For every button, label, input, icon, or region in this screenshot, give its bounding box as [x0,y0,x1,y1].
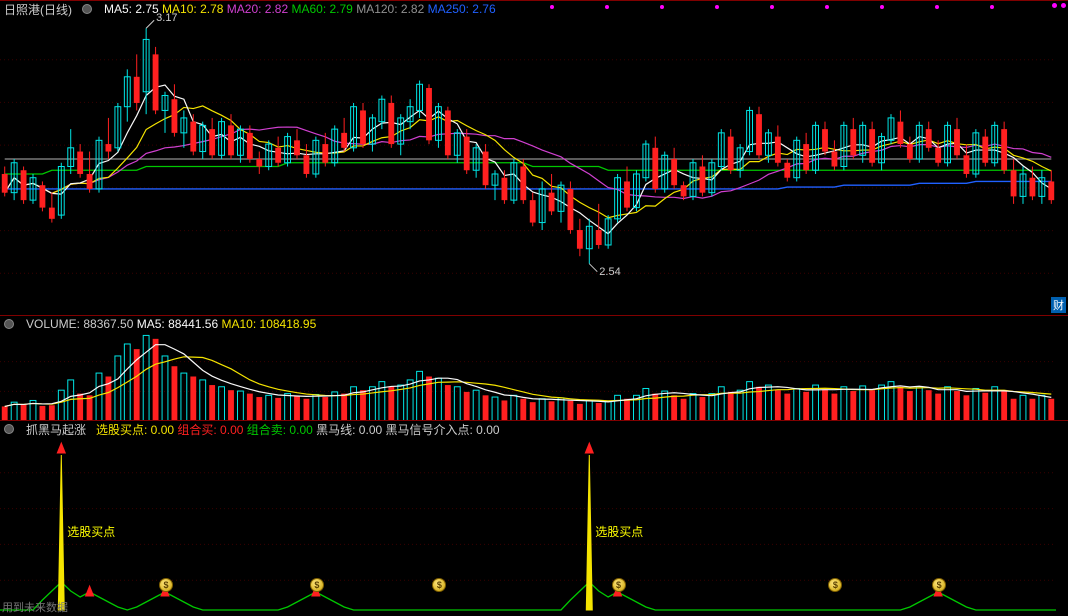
indicator-toggle-icon[interactable] [4,319,14,329]
coin-icon [159,578,171,592]
signal-chart-area[interactable]: 选股买点 选股买点 [0,437,1056,615]
footer-note: 用到未来数据 [2,599,68,615]
coin-icon [828,578,840,592]
volume-header: VOLUME: 88367.50 MA5: 88441.56 MA10: 108… [0,316,1068,332]
legend-item: MA20: 2.82 [227,2,288,16]
indicator-toggle-icon[interactable] [82,4,92,14]
legend-item: MA10: 2.78 [162,2,223,16]
legend-item: MA10: 108418.95 [222,317,317,331]
signal-title: 抓黑马起涨 [26,421,86,438]
stock-title: 日照港(日线) [4,1,72,18]
signal-buy-label: 选股买点 [67,523,115,540]
candle-header: 日照港(日线) MA5: 2.75 MA10: 2.78 MA20: 2.82 … [0,1,1068,17]
legend-item: VOLUME: 88367.50 [26,317,133,331]
candle-chart-area[interactable]: 3.172.54 [0,17,1056,315]
coin-icon [612,578,624,592]
legend-item: MA250: 2.76 [428,2,496,16]
legend-item: MA60: 2.79 [291,2,352,16]
finance-tag[interactable]: 财 [1051,297,1066,313]
legend-item: MA5: 2.75 [104,2,159,16]
signal-buy-label: 选股买点 [595,523,643,540]
coin-icon [432,578,444,592]
candlestick-panel: 日照港(日线) MA5: 2.75 MA10: 2.78 MA20: 2.82 … [0,0,1068,315]
signal-panel: 抓黑马起涨 选股买点: 0.00 组合买: 0.00 组合卖: 0.00 黑马线… [0,420,1068,615]
legend-item: 黑马线: 0.00 [316,423,382,437]
signal-header: 抓黑马起涨 选股买点: 0.00 组合买: 0.00 组合卖: 0.00 黑马线… [0,421,1068,437]
legend-item: MA5: 88441.56 [137,317,218,331]
volume-chart-area[interactable] [0,332,1056,420]
legend-item: 黑马信号介入点: 0.00 [386,423,500,437]
legend-item: 组合买: 0.00 [177,423,243,437]
indicator-toggle-icon[interactable] [4,424,14,434]
legend-item: MA120: 2.82 [356,2,424,16]
volume-panel: VOLUME: 88367.50 MA5: 88441.56 MA10: 108… [0,315,1068,420]
legend-item: 选股买点: 0.00 [96,423,174,437]
low-annotation: 2.54 [599,266,620,278]
legend-item: 组合卖: 0.00 [247,423,313,437]
coin-icon [310,578,322,592]
coin-icon [932,578,944,592]
